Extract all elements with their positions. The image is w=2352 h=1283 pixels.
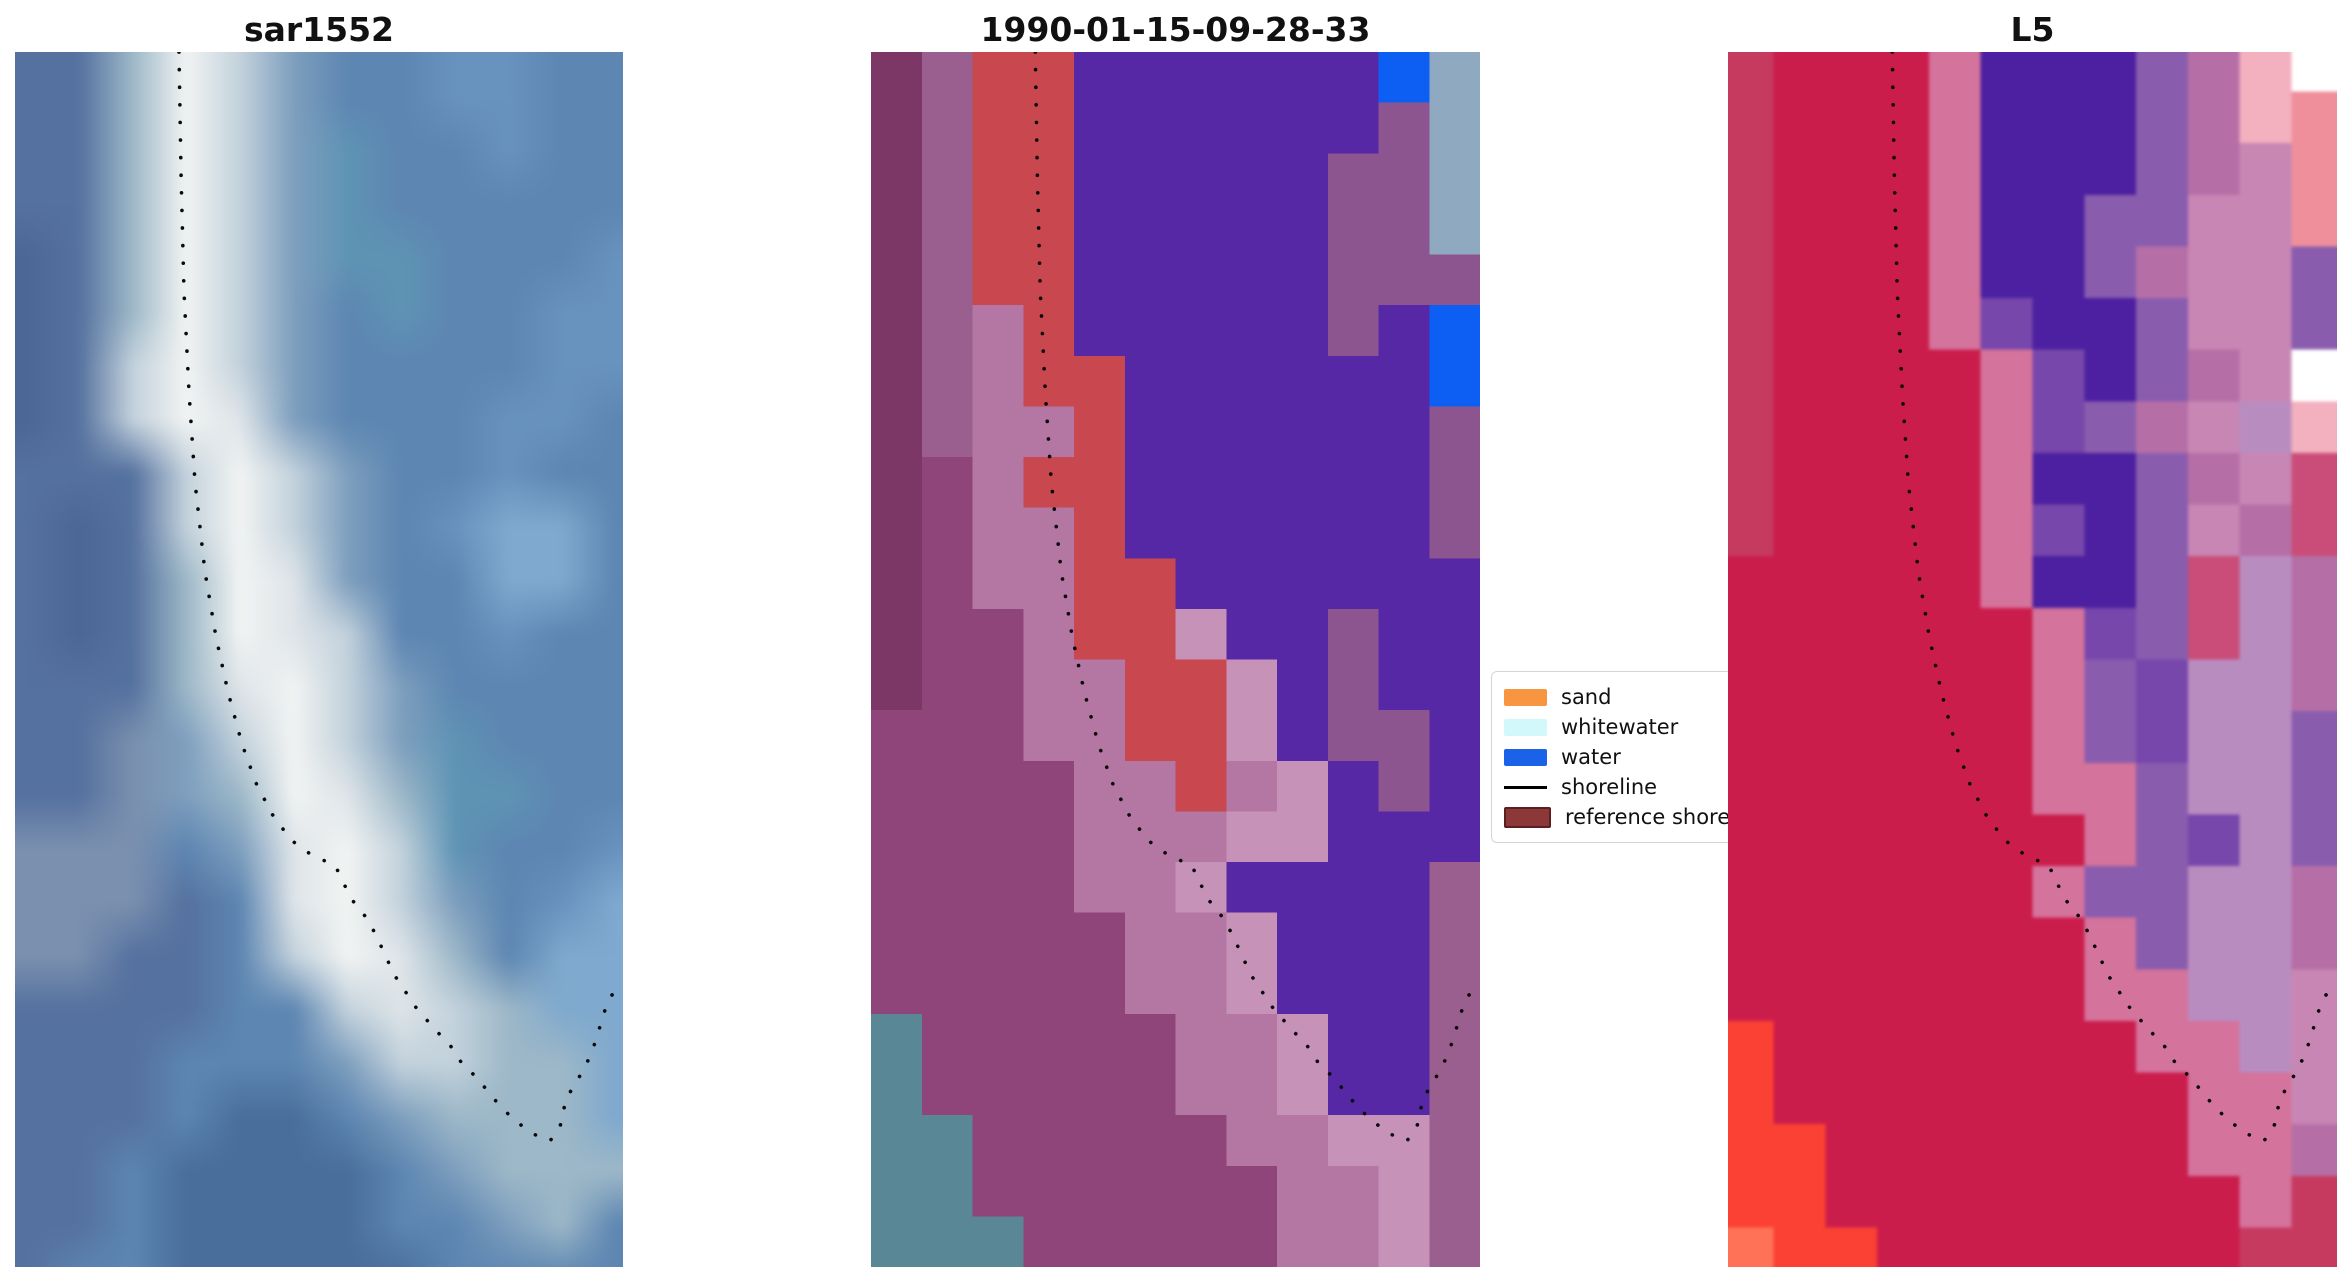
classified-image-panel: [871, 52, 1480, 1267]
l5-image-canvas: [1728, 52, 2337, 1267]
classified-image-canvas: [871, 52, 1480, 1267]
reference-shoreline-swatch: [1504, 806, 1551, 828]
legend-item-water: water: [1504, 742, 1758, 772]
l5-image-panel: [1728, 52, 2337, 1267]
panel-title-date: 1990-01-15-09-28-33: [980, 10, 1371, 49]
sar-image-panel: [15, 52, 623, 1267]
shoreline-swatch: [1504, 785, 1547, 789]
legend-label: whitewater: [1561, 715, 1679, 739]
legend-label: water: [1561, 745, 1621, 769]
legend-item-shoreline: shoreline: [1504, 772, 1758, 802]
legend-item-reference-shoreline: reference shoreline: [1504, 802, 1768, 832]
sar-image-canvas: [15, 52, 623, 1267]
water-swatch: [1504, 748, 1547, 766]
legend-label: shoreline: [1561, 775, 1658, 799]
whitewater-swatch: [1504, 718, 1547, 736]
sand-swatch: [1504, 688, 1547, 706]
legend-item-sand: sand: [1504, 682, 1758, 712]
panel-title-l5: L5: [2010, 10, 2055, 49]
legend-item-whitewater: whitewater: [1504, 712, 1758, 742]
panel-title-sar: sar1552: [243, 10, 395, 49]
legend-label: sand: [1561, 685, 1612, 709]
